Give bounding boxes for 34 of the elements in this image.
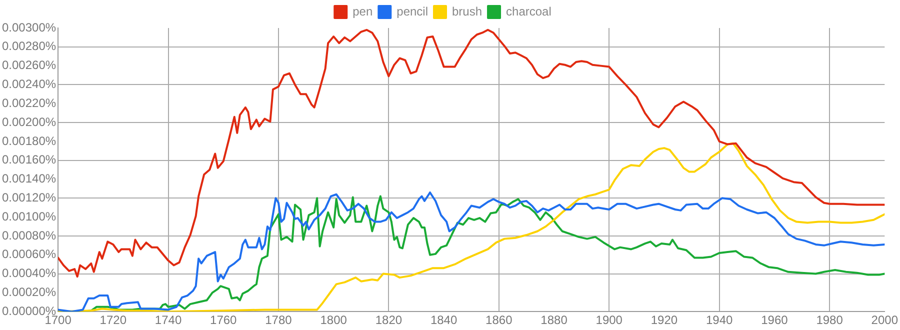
legend-label: brush <box>452 4 482 18</box>
x-tick-label: 1980 <box>816 313 844 328</box>
y-tick-label: 0.00300% <box>2 20 56 34</box>
legend-label: pencil <box>396 4 428 18</box>
x-tick-label: 1780 <box>265 313 292 328</box>
x-tick-label: 1760 <box>210 313 238 328</box>
x-tick-label: 2000 <box>871 313 898 328</box>
x-tick-label: 1840 <box>430 313 458 328</box>
y-tick-label: 0.00200% <box>2 114 56 129</box>
y-tick-label: 0.00140% <box>2 172 56 186</box>
y-tick-label: 0.00260% <box>2 58 56 72</box>
y-tick-label: 0.00160% <box>2 152 56 167</box>
x-tick-label: 1920 <box>650 313 678 328</box>
x-tick-label: 1860 <box>486 313 513 328</box>
x-tick-label: 1740 <box>154 313 182 328</box>
x-tick-label: 1940 <box>706 313 733 328</box>
x-tick-label: 1820 <box>375 313 402 328</box>
legend-label: charcoal <box>506 4 552 18</box>
y-tick-label: 0.00280% <box>2 39 56 54</box>
x-tick-label: 1800 <box>320 313 348 328</box>
legend-label: pen <box>352 4 373 18</box>
y-tick-label: 0.00240% <box>2 77 56 92</box>
x-tick-label: 1960 <box>761 313 788 328</box>
y-tick-label: 0.00100% <box>2 209 56 224</box>
x-tick-label: 1880 <box>540 313 568 328</box>
y-tick-label: 0.00060% <box>2 247 56 262</box>
x-tick-label: 1720 <box>100 313 127 328</box>
y-tick-label: 0.00120% <box>2 190 56 204</box>
x-tick-label: 1900 <box>596 313 623 328</box>
y-tick-label: 0.00020% <box>2 285 56 300</box>
y-tick-label: 0.00180% <box>2 134 56 148</box>
y-tick-label: 0.00040% <box>2 266 56 280</box>
y-tick-label: 0.00220% <box>2 96 56 110</box>
y-tick-label: 0.00080% <box>2 228 56 242</box>
